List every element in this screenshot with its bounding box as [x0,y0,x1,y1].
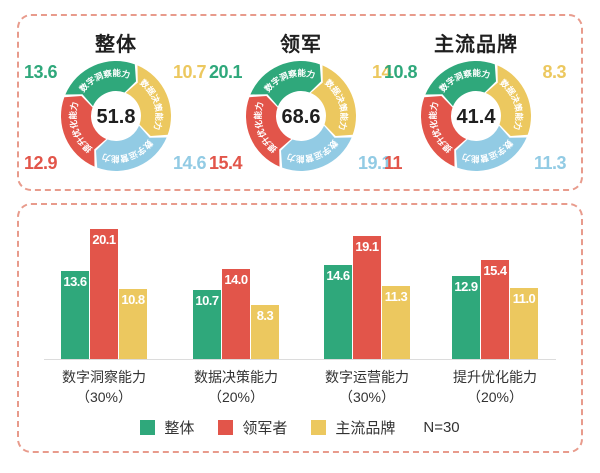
donut-chart-1: 领军数字洞察能力 数据决策能力 数字运营能力 提升优化能力 68.6 20.1 14 19.1… [209,34,393,176]
donut-segment-red [61,96,107,167]
bar-chart-legend: 整体 领军者 主流品牌 N=30 [19,417,581,438]
bar-value-label: 14.6 [326,268,350,283]
bar-value-label: 12.9 [454,279,478,294]
legend-label: 主流品牌 [335,420,396,437]
bar-主流品牌-0: 10.8 [119,289,147,359]
donut-value-bottom-left: 12.9 [24,153,58,173]
legend-swatch [140,420,156,435]
category-label-0: 数字洞察能力 （30%） [29,367,179,408]
sample-size-note: N=30 [423,419,460,436]
donut-center-value: 51.8 [97,106,136,128]
bar-领军者-0: 20.1 [90,229,118,359]
donut-value-top-left: 20.1 [209,62,243,82]
donut-center-value: 68.6 [282,106,321,128]
donut-charts-panel: 整体数字洞察能力 数据决策能力 数字运营能力 提升优化能力 51.8 13.6 10.7 14… [17,14,583,191]
donut-segment-blue [96,125,167,171]
donut-chart-2: 主流品牌数字洞察能力 数据决策能力 数字运营能力 提升优化能力 41.4 10.8 8.3 1… [384,34,568,176]
donut-center-hole [451,91,501,141]
donut-value-bottom-left: 11 [384,153,403,173]
bar-主流品牌-2: 11.3 [382,286,410,359]
donut-value-top-right: 10.7 [172,62,207,82]
category-weight: （30%） [338,389,396,406]
category-weight: （20%） [207,389,265,406]
bar-整体-3: 12.9 [452,276,480,359]
donut-value-top-right: 8.3 [542,62,566,82]
legend-item-领军者: 领军者 [218,417,287,438]
bar-value-label: 14.0 [224,272,248,287]
category-name: 数据决策能力 [194,369,278,385]
category-name: 提升优化能力 [453,369,537,385]
donut-chart-title: 领军 [280,34,322,56]
donut-segment-green [425,61,496,107]
bar-value-label: 20.1 [92,232,116,247]
donut-value-top-right: 14 [371,62,392,82]
bar-value-label: 15.4 [483,263,507,278]
bar-领军者-1: 14.0 [222,269,250,359]
donut-center-hole [91,91,141,141]
donut-value-top-left: 13.6 [24,62,58,82]
donut-segment-blue [456,125,527,171]
category-label-3: 提升优化能力 （20%） [420,367,570,408]
category-name: 数字运营能力 [325,369,409,385]
bar-value-label: 13.6 [63,274,87,289]
bar-整体-0: 13.6 [61,271,89,359]
legend-item-整体: 整体 [140,417,194,438]
donut-value-bottom-right: 11.3 [533,153,567,173]
bar-领军者-3: 15.4 [481,260,509,359]
donut-segment-red [421,96,467,167]
donut-value-bottom-left: 15.4 [209,153,243,173]
bar-主流品牌-3: 11.0 [510,288,538,359]
legend-swatch [311,420,327,435]
legend-label: 领军者 [242,420,288,437]
bar-value-label: 8.3 [256,308,274,323]
legend-label: 整体 [164,420,195,437]
donut-segment-yellow [125,65,171,136]
category-label-2: 数字运营能力 （30%） [292,367,442,408]
legend-swatch [218,420,234,435]
donut-segment-yellow [310,65,356,136]
bar-整体-1: 10.7 [193,290,221,359]
bar-chart-plot-area: 13.6 20.1 10.8 10.7 14.0 8.3 14.6 19.1 11.3 12.9 1… [44,205,556,360]
donut-segment-red [246,96,292,167]
donut-value-bottom-right: 19.1 [357,153,392,173]
donut-value-bottom-right: 14.6 [172,153,207,173]
bar-value-label: 10.7 [195,293,219,308]
bar-value-label: 19.1 [355,239,379,254]
category-weight: （30%） [75,389,133,406]
donut-segment-blue [281,125,352,171]
donut-segment-green [65,61,136,107]
donut-center-hole [276,91,326,141]
bar-value-label: 11.0 [512,291,536,306]
donut-center-value: 41.4 [457,106,497,128]
legend-item-主流品牌: 主流品牌 [311,417,395,438]
bar-领军者-2: 19.1 [353,236,381,359]
category-weight: （20%） [466,389,524,406]
donut-chart-0: 整体数字洞察能力 数据决策能力 数字运营能力 提升优化能力 51.8 13.6 10.7 14… [24,34,208,176]
bar-主流品牌-1: 8.3 [251,305,279,359]
donut-value-top-left: 10.8 [384,62,418,82]
donut-segment-yellow [485,65,531,136]
bar-整体-2: 14.6 [324,265,352,359]
bar-chart-panel: 13.6 20.1 10.8 10.7 14.0 8.3 14.6 19.1 11.3 12.9 1… [17,203,583,453]
bar-value-label: 11.3 [384,289,408,304]
donut-segment-green [250,61,321,107]
donut-chart-title: 主流品牌 [434,34,518,56]
donut-chart-title: 整体 [95,34,137,56]
bar-value-label: 10.8 [121,292,145,307]
category-label-1: 数据决策能力 （20%） [161,367,311,408]
category-name: 数字洞察能力 [62,369,146,385]
